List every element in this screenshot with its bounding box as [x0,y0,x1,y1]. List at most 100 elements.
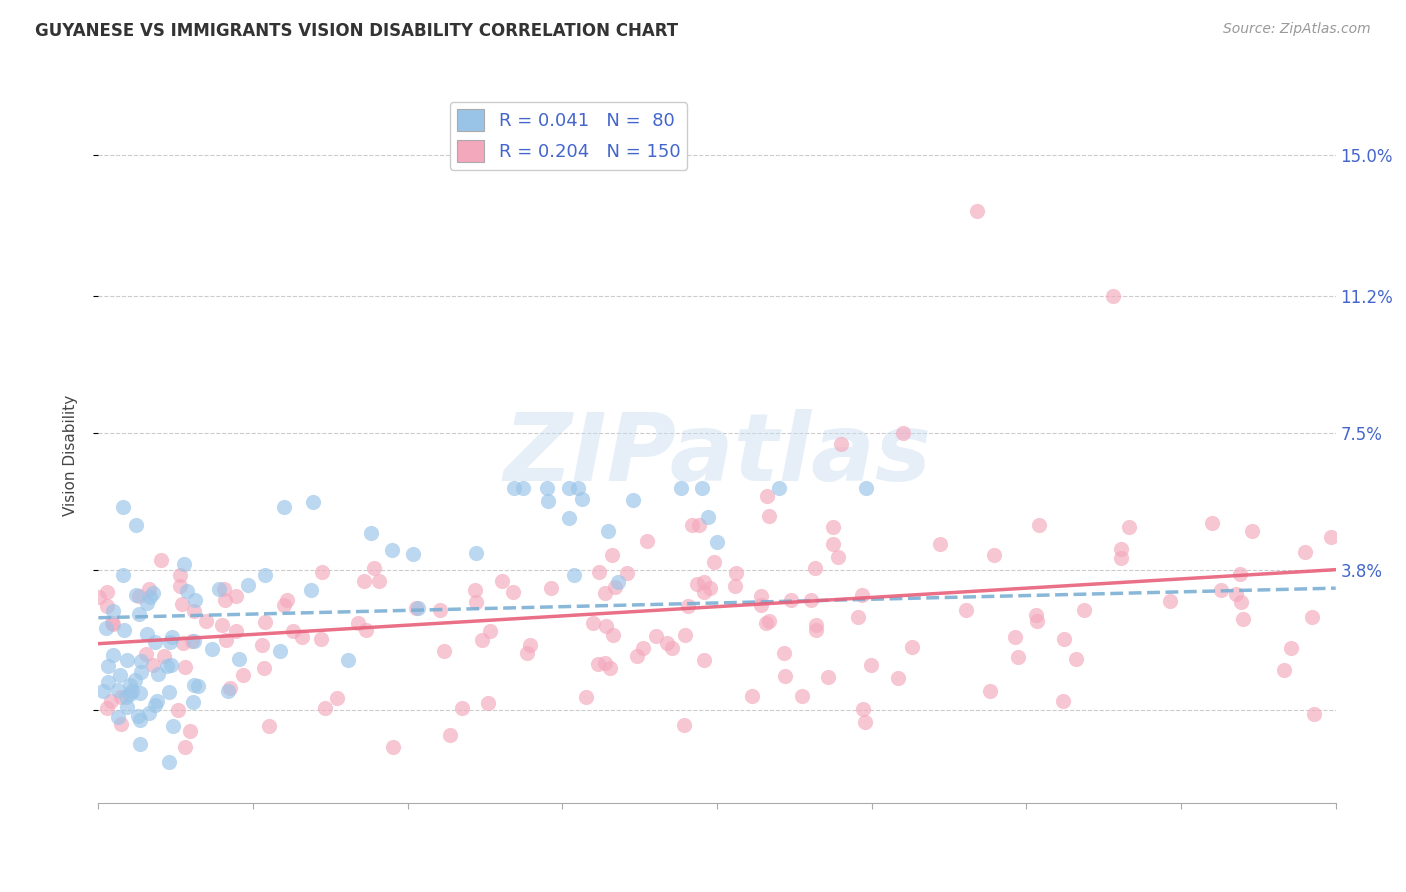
Point [600,548,623,562]
Point [626,648,648,663]
Point [1303,706,1326,721]
Point [217,684,239,698]
Point [827,550,849,565]
Point [368,574,391,588]
Point [595,586,617,600]
Point [250,638,273,652]
Point [536,481,558,495]
Point [314,701,336,715]
Point [451,700,474,714]
Point [360,525,382,540]
Point [429,602,451,616]
Point [706,535,728,549]
Point [173,660,195,674]
Point [966,203,988,218]
Point [110,717,132,731]
Point [433,644,456,658]
Point [337,652,360,666]
Point [169,568,191,582]
Point [381,543,404,558]
Point [673,628,696,642]
Point [693,585,716,599]
Point [1319,530,1341,544]
Point [128,686,150,700]
Point [236,577,259,591]
Point [181,695,204,709]
Point [851,588,873,602]
Point [129,654,152,668]
Point [1053,632,1076,646]
Point [212,582,235,597]
Point [537,494,560,508]
Point [693,653,716,667]
Point [174,740,197,755]
Point [621,492,644,507]
Point [502,585,524,599]
Point [214,592,236,607]
Point [503,481,526,495]
Point [688,517,710,532]
Point [1232,612,1254,626]
Point [219,681,242,695]
Point [979,683,1001,698]
Point [519,639,541,653]
Point [603,580,626,594]
Point [602,628,624,642]
Point [780,593,803,607]
Point [257,719,280,733]
Point [1294,545,1316,559]
Point [143,635,166,649]
Point [724,579,747,593]
Point [127,708,149,723]
Point [142,586,165,600]
Point [633,640,655,655]
Point [136,596,159,610]
Point [110,690,132,704]
Point [699,581,721,595]
Point [1109,541,1132,556]
Point [1073,602,1095,616]
Point [353,574,375,589]
Point [118,687,141,701]
Point [201,642,224,657]
Point [101,604,124,618]
Point [928,537,950,551]
Point [599,661,621,675]
Point [179,723,201,738]
Text: Source: ZipAtlas.com: Source: ZipAtlas.com [1223,22,1371,37]
Point [183,678,205,692]
Point [149,553,172,567]
Point [803,560,825,574]
Point [89,591,111,605]
Point [588,566,610,580]
Point [162,630,184,644]
Point [758,614,780,628]
Point [125,588,148,602]
Point [749,589,772,603]
Point [1007,650,1029,665]
Point [741,690,763,704]
Point [172,597,194,611]
Point [101,616,124,631]
Point [194,614,217,628]
Point [479,624,502,638]
Point [169,579,191,593]
Point [172,635,194,649]
Point [381,740,404,755]
Point [159,635,181,649]
Point [860,658,883,673]
Point [101,615,124,630]
Point [160,657,183,672]
Point [136,626,159,640]
Point [96,674,118,689]
Point [128,714,150,728]
Point [100,694,122,708]
Point [273,500,295,514]
Point [636,533,658,548]
Point [232,668,254,682]
Point [846,610,869,624]
Point [595,619,617,633]
Point [681,518,703,533]
Point [211,617,233,632]
Point [96,599,118,613]
